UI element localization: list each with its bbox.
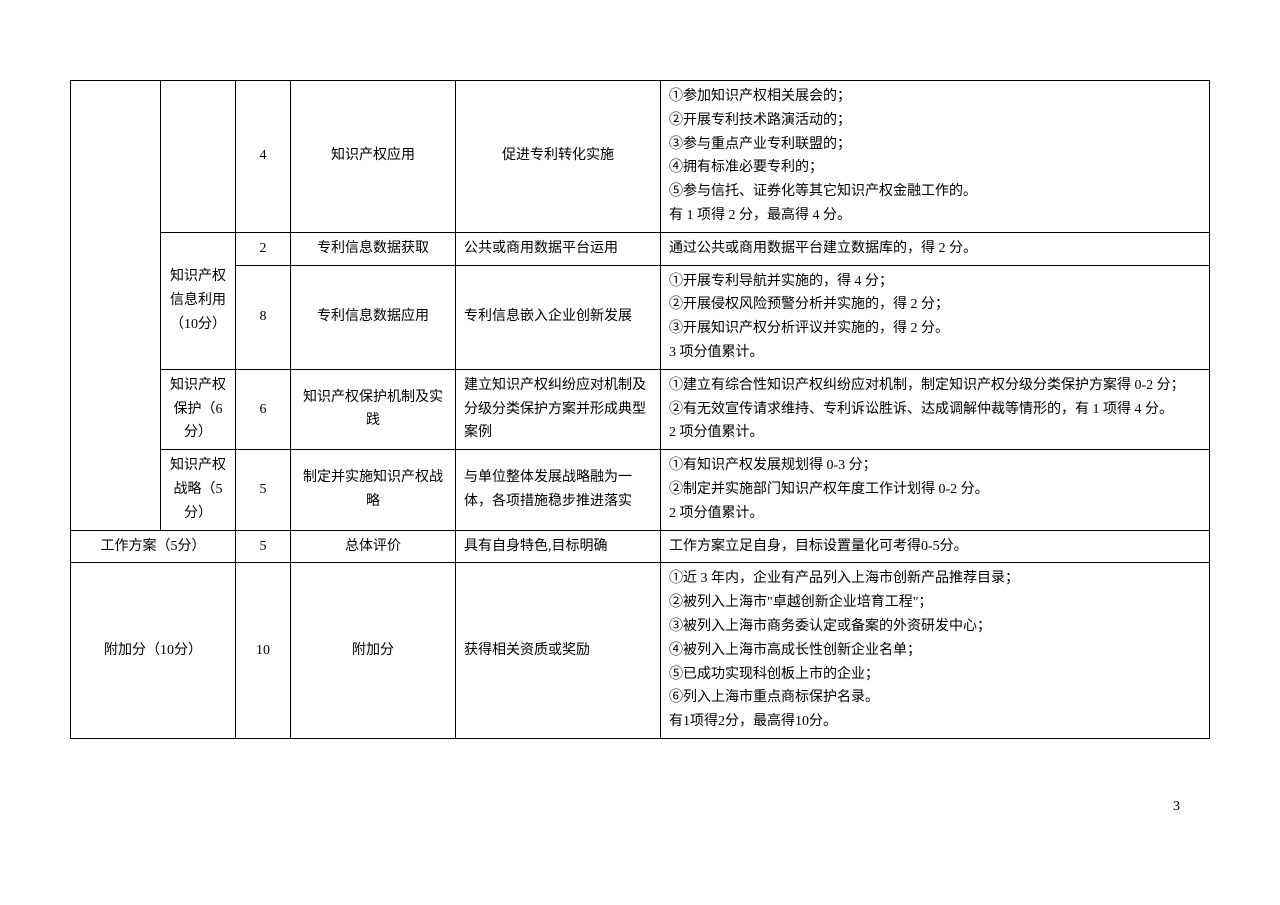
item-cell: 知识产权保护机制及实践	[291, 369, 456, 449]
table-row: 知识产权信息利用（10分） 2 专利信息数据获取 公共或商用数据平台运用 通过公…	[71, 232, 1210, 265]
score-cell: 2	[236, 232, 291, 265]
desc-cell: 具有自身特色,目标明确	[456, 530, 661, 563]
criteria-cell: ①建立有综合性知识产权纠纷应对机制，制定知识产权分级分类保护方案得 0-2 分；…	[661, 369, 1210, 449]
page-number: 3	[70, 739, 1210, 815]
score-cell: 4	[236, 81, 291, 233]
criteria-cell: ①有知识产权发展规划得 0-3 分；②制定并实施部门知识产权年度工作计划得 0-…	[661, 450, 1210, 530]
table-row: 8 专利信息数据应用 专利信息嵌入企业创新发展 ①开展专利导航并实施的，得 4 …	[71, 265, 1210, 369]
category-info-use: 知识产权信息利用（10分）	[161, 232, 236, 369]
table-row: 知识产权保护（6分） 6 知识产权保护机制及实践 建立知识产权纠纷应对机制及分级…	[71, 369, 1210, 449]
desc-cell: 公共或商用数据平台运用	[456, 232, 661, 265]
category-strategy: 知识产权战略（5分）	[161, 450, 236, 530]
item-cell: 知识产权应用	[291, 81, 456, 233]
item-cell: 制定并实施知识产权战略	[291, 450, 456, 530]
workplan-label: 工作方案（5分）	[71, 530, 236, 563]
score-cell: 8	[236, 265, 291, 369]
desc-cell: 建立知识产权纠纷应对机制及分级分类保护方案并形成典型案例	[456, 369, 661, 449]
category-protection: 知识产权保护（6分）	[161, 369, 236, 449]
score-cell: 6	[236, 369, 291, 449]
criteria-cell: ①参加知识产权相关展会的；②开展专利技术路演活动的；③参与重点产业专利联盟的；④…	[661, 81, 1210, 233]
desc-cell: 专利信息嵌入企业创新发展	[456, 265, 661, 369]
criteria-cell: 通过公共或商用数据平台建立数据库的，得 2 分。	[661, 232, 1210, 265]
desc-cell: 与单位整体发展战略融为一体，各项措施稳步推进落实	[456, 450, 661, 530]
table-row: 工作方案（5分） 5 总体评价 具有自身特色,目标明确 工作方案立足自身，目标设…	[71, 530, 1210, 563]
score-cell: 5	[236, 450, 291, 530]
item-cell: 附加分	[291, 563, 456, 739]
criteria-cell: ①开展专利导航并实施的，得 4 分；②开展侵权风险预警分析并实施的，得 2 分；…	[661, 265, 1210, 369]
item-cell: 总体评价	[291, 530, 456, 563]
item-cell: 专利信息数据应用	[291, 265, 456, 369]
score-cell: 5	[236, 530, 291, 563]
col2-merged	[161, 81, 236, 233]
scoring-table: 4 知识产权应用 促进专利转化实施 ①参加知识产权相关展会的；②开展专利技术路演…	[70, 80, 1210, 739]
bonus-label: 附加分（10分）	[71, 563, 236, 739]
table-row: 知识产权战略（5分） 5 制定并实施知识产权战略 与单位整体发展战略融为一体，各…	[71, 450, 1210, 530]
score-cell: 10	[236, 563, 291, 739]
criteria-cell: 工作方案立足自身，目标设置量化可考得0-5分。	[661, 530, 1210, 563]
desc-cell: 获得相关资质或奖励	[456, 563, 661, 739]
table-row: 附加分（10分） 10 附加分 获得相关资质或奖励 ①近 3 年内，企业有产品列…	[71, 563, 1210, 739]
criteria-cell: ①近 3 年内，企业有产品列入上海市创新产品推荐目录；②被列入上海市"卓越创新企…	[661, 563, 1210, 739]
item-cell: 专利信息数据获取	[291, 232, 456, 265]
table-row: 4 知识产权应用 促进专利转化实施 ①参加知识产权相关展会的；②开展专利技术路演…	[71, 81, 1210, 233]
col1-merged	[71, 81, 161, 531]
desc-cell: 促进专利转化实施	[456, 81, 661, 233]
